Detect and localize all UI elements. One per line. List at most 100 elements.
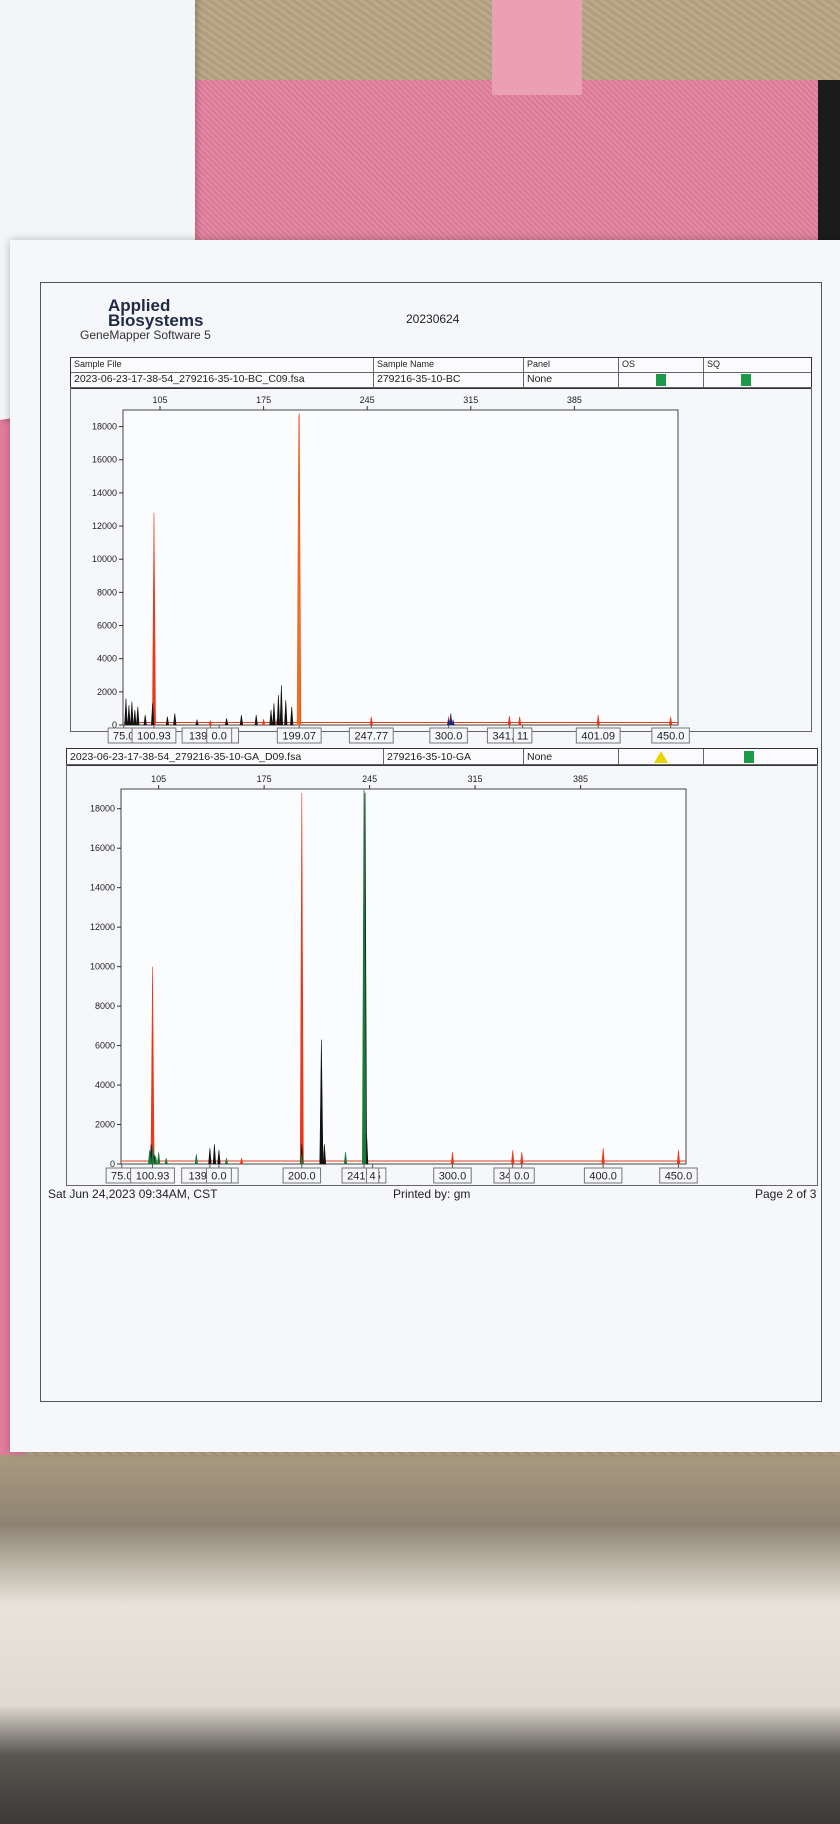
logo-line1: Applied <box>108 296 171 315</box>
size-label-box <box>130 1167 175 1184</box>
size-label-box <box>651 727 690 744</box>
y-tick-label: 2000 <box>95 1120 115 1130</box>
sq-green-square-icon <box>741 374 751 386</box>
size-label-box <box>659 1167 698 1184</box>
panel-value: None <box>527 373 553 385</box>
size-label-box <box>282 1167 322 1184</box>
size-label: 401.09 <box>581 731 615 743</box>
peak-red <box>517 716 522 726</box>
size-label-box <box>429 727 468 744</box>
electropherogram-2: 0 2000 4000 6000 8000 10000 12000 14000 16000 180… <box>90 774 698 1184</box>
print-date: 20230624 <box>406 312 460 326</box>
floor <box>0 1455 840 1824</box>
top-tick-label: 315 <box>463 395 478 405</box>
peak-black <box>124 698 128 726</box>
size-label: 100.93 <box>136 1171 170 1183</box>
col-os: OS <box>622 359 636 369</box>
y-tick-label: 8000 <box>95 1001 115 1011</box>
peak-black <box>143 715 147 726</box>
peak-black <box>195 718 199 726</box>
top-tick-label: 385 <box>573 774 588 784</box>
top-tick-label: 245 <box>362 774 377 784</box>
sample-name-cell-2: 279216-35-10-GA <box>383 749 524 765</box>
y-tick-label: 4000 <box>95 1080 115 1090</box>
peak-red <box>239 1158 244 1165</box>
top-tick-label: 175 <box>257 774 272 784</box>
size-label: 199.07 <box>282 731 316 743</box>
col-sample-file: Sample File <box>74 359 122 369</box>
sample-file: 2023-06-23-17-38-54_279216-35-10-BC_C09.… <box>74 373 305 385</box>
printed-by: Printed by: gm <box>393 1187 471 1201</box>
size-label: 75.0 <box>113 731 134 743</box>
peak-black <box>224 718 229 726</box>
peak-green <box>164 1158 168 1165</box>
y-tick-label: 6000 <box>95 1041 115 1051</box>
sq-cell: SQ <box>703 358 812 388</box>
size-label-box <box>512 727 533 744</box>
peak-red <box>261 719 266 726</box>
size-label: 0.0 <box>212 731 227 743</box>
top-tick-label: 245 <box>360 395 375 405</box>
size-label: 100.93 <box>137 731 171 743</box>
peak-orange <box>296 414 301 726</box>
peak-black <box>272 703 276 726</box>
pink-bag <box>160 80 820 260</box>
col-sample-name: Sample Name <box>377 359 435 369</box>
page-frame <box>40 282 822 1402</box>
peak-black <box>150 703 155 726</box>
y-tick-label: 4000 <box>97 654 117 664</box>
y-tick-label: 10000 <box>90 962 115 972</box>
y-tick-label: 6000 <box>97 621 117 631</box>
plot-area <box>120 788 687 1165</box>
size-label-box <box>583 1167 623 1184</box>
y-tick-label: 0 <box>110 1159 115 1169</box>
peak-black <box>319 1039 324 1165</box>
bag-strap <box>492 0 582 95</box>
peak-black <box>173 713 177 726</box>
y-tick-label: 16000 <box>90 843 115 853</box>
sample-header-2: 2023-06-23-17-38-54_279216-35-10-GA_D09.… <box>66 748 818 766</box>
os-yellow-triangle-icon <box>654 751 668 763</box>
plot-area <box>122 409 679 726</box>
y-tick-label: 14000 <box>90 883 115 893</box>
peak-black <box>279 685 283 726</box>
size-label: 300.0 <box>439 1171 467 1183</box>
sample-header-1: Sample File 2023-06-23-17-38-54_279216-3… <box>70 357 812 389</box>
printed-page: Applied Biosystems GeneMapper Software 5… <box>10 240 840 1452</box>
size-label-box <box>575 727 621 744</box>
panel-value-2: None <box>527 751 553 763</box>
logo-line2: Biosystems <box>108 311 204 330</box>
peak-black <box>130 701 134 726</box>
peak-black <box>136 706 140 726</box>
sample-name: 279216-35-10-BC <box>377 373 461 385</box>
peak-green <box>153 1156 158 1165</box>
size-label: 300.0 <box>435 731 463 743</box>
peak-green <box>343 1152 348 1165</box>
y-tick-label: 2000 <box>97 687 117 697</box>
peak-black <box>284 700 288 726</box>
size-label: 247.77 <box>354 731 388 743</box>
col-panel: Panel <box>527 359 551 369</box>
size-label-box <box>348 727 394 744</box>
top-tick-label: 315 <box>468 774 483 784</box>
y-tick-label: 0 <box>112 720 117 730</box>
y-tick-label: 10000 <box>92 554 117 564</box>
peak-black <box>165 716 170 726</box>
printed-timestamp: Sat Jun 24,2023 09:34AM, CST <box>48 1187 218 1201</box>
size-label-box <box>131 727 177 744</box>
sample-name-cell: Sample Name 279216-35-10-BC <box>373 358 524 388</box>
peak-black <box>239 715 244 726</box>
size-label-box <box>205 1167 232 1184</box>
top-tick-label: 105 <box>151 774 166 784</box>
sq-green-square-icon-2 <box>744 751 754 763</box>
top-tick-label: 175 <box>256 395 271 405</box>
sq-cell-2 <box>703 749 818 765</box>
size-label: 200.0 <box>288 1171 316 1183</box>
col-sq: SQ <box>707 359 721 369</box>
peak-green <box>147 1150 152 1165</box>
dark-strip <box>818 80 840 260</box>
chart-frame-2 <box>66 764 818 1186</box>
peak-green <box>224 1158 229 1165</box>
sample-name-2: 279216-35-10-GA <box>387 751 472 763</box>
peak-black <box>290 706 294 726</box>
